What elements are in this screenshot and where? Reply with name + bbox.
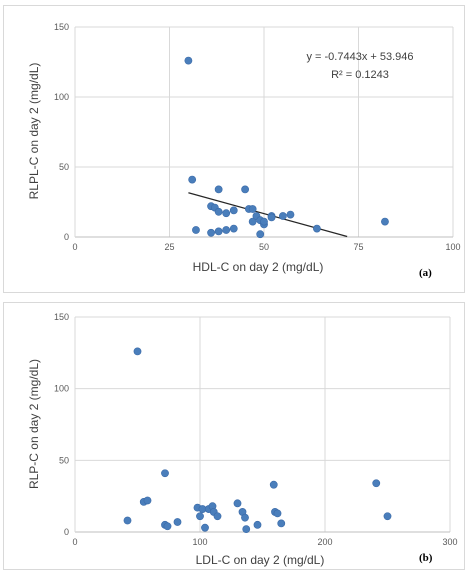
data-point (207, 228, 215, 237)
data-point (196, 512, 204, 521)
data-point (173, 518, 182, 526)
data-point (229, 224, 238, 233)
y-tick-label: 150 (54, 312, 69, 322)
x-tick-label: 0 (72, 242, 77, 252)
y-axis-title: RLPL-C on day 2 (mg/dL) (27, 63, 41, 200)
y-tick-label: 50 (59, 455, 69, 465)
data-point (213, 512, 222, 521)
x-tick-label: 25 (164, 242, 174, 252)
data-point (383, 512, 392, 521)
data-point (242, 525, 251, 534)
x-tick-label: 50 (259, 242, 269, 252)
data-point (161, 469, 169, 478)
data-point (184, 56, 193, 65)
x-tick-label: 0 (72, 537, 77, 547)
data-point (372, 479, 381, 488)
data-point (273, 509, 282, 518)
data-point (241, 513, 249, 522)
data-point (277, 519, 286, 528)
data-point (248, 205, 257, 213)
data-point (214, 207, 223, 216)
data-point (256, 230, 265, 239)
x-tick-label: 100 (445, 242, 460, 252)
chart-border (3, 302, 465, 570)
x-tick-label: 200 (317, 537, 332, 547)
data-point (253, 520, 262, 529)
data-point (278, 212, 287, 220)
y-tick-label: 50 (59, 162, 69, 172)
y-tick-label: 0 (64, 527, 69, 537)
chart-panel-b: 0 50 100 150 0 100 200 300 LDL-C on day 2 (mg/d… (0, 300, 469, 572)
chart-border (3, 5, 465, 293)
data-point (222, 209, 231, 218)
data-point (381, 217, 389, 226)
data-point (260, 217, 268, 226)
data-point (313, 224, 321, 233)
data-point (214, 227, 223, 236)
data-point (286, 210, 295, 219)
data-point (214, 185, 223, 194)
y-tick-label: 100 (54, 92, 69, 102)
y-tick-label: 100 (54, 384, 69, 394)
trendline-equation: y = -0.7443x + 53.946 (306, 51, 413, 63)
x-tick-label: 300 (442, 537, 457, 547)
data-point (267, 213, 276, 222)
x-axis-title: LDL-C on day 2 (mg/dL) (196, 553, 325, 567)
data-point (192, 226, 200, 234)
data-point (248, 217, 257, 226)
chart-panel-a: 0 50 100 150 0 25 50 75 100 y = -0.7443x + 53.94… (3, 5, 465, 293)
data-point (269, 480, 278, 489)
data-point (233, 499, 242, 508)
x-tick-label: 75 (353, 242, 363, 252)
y-tick-label: 0 (64, 232, 69, 242)
x-tick-label: 100 (192, 537, 207, 547)
data-point (143, 496, 152, 505)
data-point (229, 206, 238, 215)
data-point (241, 185, 249, 194)
data-point (163, 522, 172, 531)
data-point (201, 523, 209, 532)
x-axis-title: HDL-C on day 2 (mg/dL) (193, 260, 324, 274)
y-tick-label: 150 (54, 22, 69, 32)
data-point (222, 226, 231, 234)
data-point (133, 347, 142, 356)
data-point (123, 516, 132, 525)
data-point (188, 175, 197, 184)
panel-label: (a) (419, 267, 432, 279)
y-axis-title: RLP-C on day 2 (mg/dL) (27, 359, 41, 489)
trendline-r-squared: R² = 0.1243 (331, 69, 389, 81)
chart-b: 0 50 100 150 0 100 200 300 LDL-C on day 2 (mg/d… (3, 302, 465, 570)
chart-a: 0 50 100 150 0 25 50 75 100 y = -0.7443x + 53.94… (3, 5, 465, 293)
panel-label: (b) (419, 552, 433, 564)
